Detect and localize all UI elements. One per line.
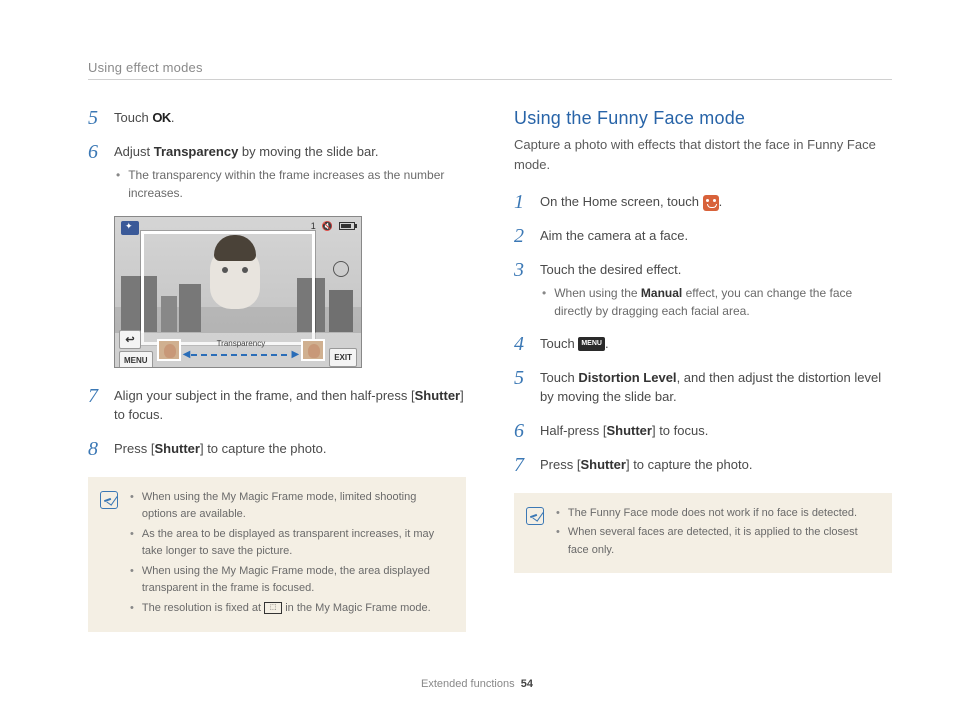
step-sub-bullet: • The transparency within the frame incr… — [116, 166, 466, 202]
step-number: 7 — [514, 455, 530, 475]
step-7: 7 Align your subject in the frame, and t… — [88, 386, 466, 425]
step-number: 1 — [514, 192, 530, 212]
left-column: 5 Touch OK. 6 Adjust Transparency by mov… — [88, 108, 466, 632]
step-number: 5 — [514, 368, 530, 407]
note-text: When several faces are detected, it is a… — [568, 524, 878, 559]
step-text-pre: Touch — [540, 336, 578, 351]
step-text-post: . — [719, 194, 723, 209]
section-subtitle: Capture a photo with effects that distor… — [514, 135, 892, 174]
step-number: 7 — [88, 386, 104, 425]
face-graphic — [210, 245, 260, 309]
note-icon — [100, 491, 118, 509]
step-5: 5 Touch OK. — [88, 108, 466, 128]
step-body: On the Home screen, touch . — [540, 192, 892, 212]
count-label: 1 — [311, 221, 316, 231]
step-text: Touch Distortion Level, and then adjust … — [540, 370, 881, 405]
breadcrumb: Using effect modes — [88, 60, 892, 80]
step-body: Half-press [Shutter] to focus. — [540, 421, 892, 441]
step-body: Touch the desired effect. • When using t… — [540, 260, 892, 320]
mode-icon — [121, 221, 139, 235]
step-7r: 7 Press [Shutter] to capture the photo. — [514, 455, 892, 475]
step-body: Touch OK. — [114, 108, 466, 128]
step-2: 2 Aim the camera at a face. — [514, 226, 892, 246]
step-text: Align your subject in the frame, and the… — [114, 388, 464, 423]
step-number: 8 — [88, 439, 104, 459]
globe-icon — [333, 261, 349, 277]
bottom-toolbar: ↩ MENU Transparency ◀ ▶ EXIT — [115, 333, 361, 367]
step-4: 4 Touch MENU. — [514, 334, 892, 354]
step-6: 6 Adjust Transparency by moving the slid… — [88, 142, 466, 202]
camera-screenshot: 1 🔇 ↩ MENU Transparency ◀ — [114, 216, 362, 368]
step-text-post: . — [605, 336, 609, 351]
step-number: 6 — [514, 421, 530, 441]
step-text: Adjust Transparency by moving the slide … — [114, 144, 379, 159]
note-icon — [526, 507, 544, 525]
bullet-text: When using the Manual effect, you can ch… — [554, 284, 892, 320]
frame-thumb-left[interactable] — [157, 339, 181, 361]
note-text: The resolution is fixed at ⬚ in the My M… — [142, 600, 431, 618]
footer: Extended functions 54 — [0, 678, 954, 690]
exit-button[interactable]: EXIT — [329, 348, 357, 367]
step-text: Aim the camera at a face. — [540, 228, 688, 243]
ok-icon: OK — [152, 108, 171, 128]
note-list: •When using the My Magic Frame mode, lim… — [130, 489, 452, 620]
note-box: •The Funny Face mode does not work if no… — [514, 493, 892, 574]
step-sub-bullet: • When using the Manual effect, you can … — [542, 284, 892, 320]
step-text: Half-press [Shutter] to focus. — [540, 423, 708, 438]
battery-icon — [339, 222, 355, 230]
back-button[interactable]: ↩ — [119, 330, 141, 349]
frame-thumb-right[interactable] — [301, 339, 325, 361]
step-text-pre: On the Home screen, touch — [540, 194, 703, 209]
step-number: 2 — [514, 226, 530, 246]
step-body: Touch Distortion Level, and then adjust … — [540, 368, 892, 407]
step-text: Press [Shutter] to capture the photo. — [540, 457, 752, 472]
note-text: When using the My Magic Frame mode, the … — [142, 563, 452, 598]
step-number: 4 — [514, 334, 530, 354]
step-text-post: . — [171, 110, 175, 125]
step-1: 1 On the Home screen, touch . — [514, 192, 892, 212]
page-number: 54 — [521, 678, 533, 690]
step-text-pre: Touch — [114, 110, 152, 125]
step-body: Align your subject in the frame, and the… — [114, 386, 466, 425]
note-text: The Funny Face mode does not work if no … — [568, 505, 857, 523]
step-body: Adjust Transparency by moving the slide … — [114, 142, 466, 202]
step-6r: 6 Half-press [Shutter] to focus. — [514, 421, 892, 441]
section-title: Using the Funny Face mode — [514, 108, 892, 129]
sound-icon: 🔇 — [322, 221, 333, 232]
note-text: When using the My Magic Frame mode, limi… — [142, 489, 452, 524]
step-5r: 5 Touch Distortion Level, and then adjus… — [514, 368, 892, 407]
columns: 5 Touch OK. 6 Adjust Transparency by mov… — [88, 108, 892, 632]
slider-label: Transparency — [185, 339, 298, 348]
menu-icon: MENU — [578, 337, 605, 352]
step-body: Aim the camera at a face. — [540, 226, 892, 246]
step-8: 8 Press [Shutter] to capture the photo. — [88, 439, 466, 459]
page: Using effect modes 5 Touch OK. 6 Adjust … — [0, 0, 954, 720]
step-text: Press [Shutter] to capture the photo. — [114, 441, 326, 456]
step-3: 3 Touch the desired effect. • When using… — [514, 260, 892, 320]
bullet-dot: • — [116, 166, 120, 202]
step-number: 5 — [88, 108, 104, 128]
step-body: Press [Shutter] to capture the photo. — [540, 455, 892, 475]
status-bar: 1 🔇 — [311, 221, 355, 232]
right-column: Using the Funny Face mode Capture a phot… — [514, 108, 892, 632]
transparency-slider[interactable]: Transparency ◀ ▶ — [185, 341, 298, 359]
bullet-text: The transparency within the frame increa… — [128, 166, 466, 202]
note-text: As the area to be displayed as transpare… — [142, 526, 452, 561]
funny-face-icon — [703, 195, 719, 211]
note-list: •The Funny Face mode does not work if no… — [556, 505, 878, 562]
step-body: Press [Shutter] to capture the photo. — [114, 439, 466, 459]
step-text: Touch the desired effect. — [540, 262, 681, 277]
step-number: 3 — [514, 260, 530, 320]
menu-button[interactable]: MENU — [119, 351, 153, 367]
step-number: 6 — [88, 142, 104, 202]
footer-section: Extended functions — [421, 678, 515, 690]
step-body: Touch MENU. — [540, 334, 892, 354]
note-box: •When using the My Magic Frame mode, lim… — [88, 477, 466, 632]
